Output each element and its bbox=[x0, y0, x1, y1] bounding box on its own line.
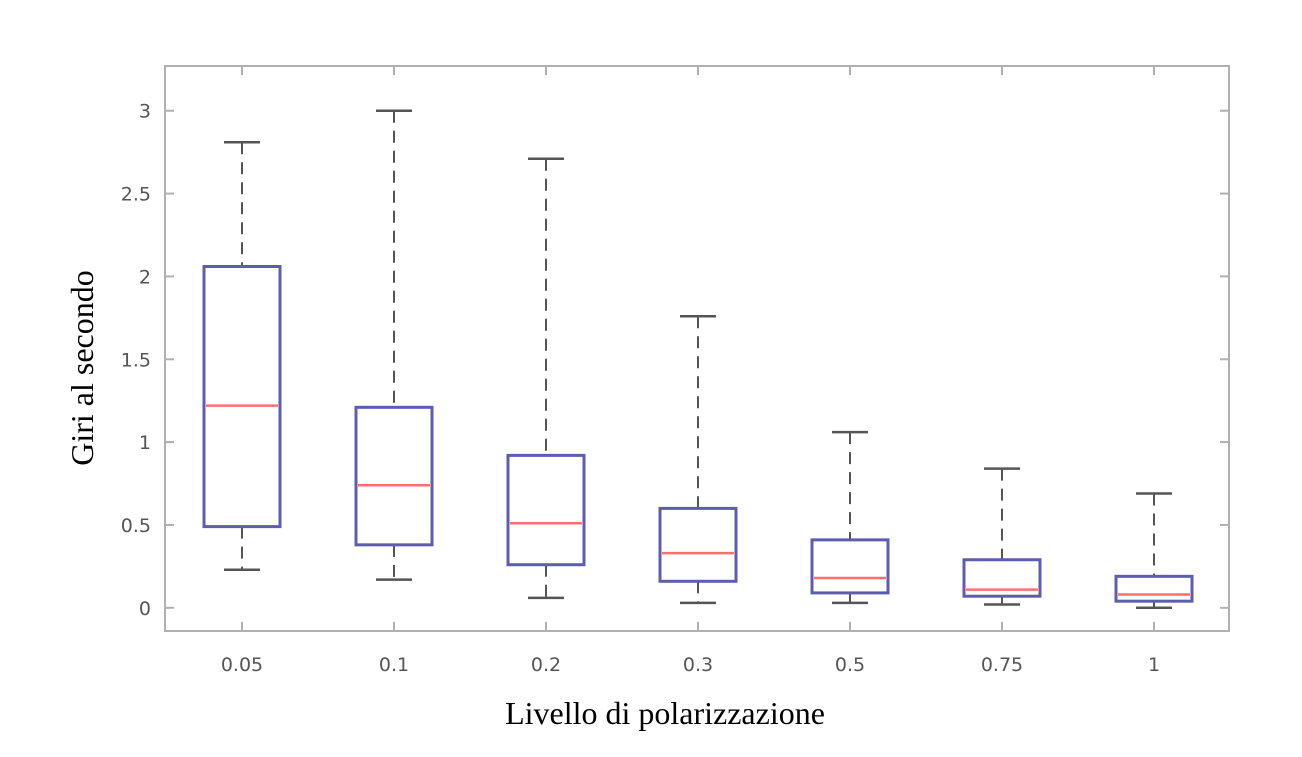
x-tick-label: 0.3 bbox=[683, 654, 713, 676]
x-tick-label: 0.5 bbox=[835, 654, 865, 676]
box-group bbox=[354, 109, 434, 581]
box-group bbox=[658, 314, 738, 605]
box-group bbox=[962, 467, 1042, 606]
box-group bbox=[202, 140, 282, 571]
iqr-box bbox=[354, 405, 434, 547]
y-tick-label: 1 bbox=[139, 432, 151, 454]
box-group bbox=[1114, 492, 1194, 610]
iqr-box bbox=[810, 538, 890, 595]
x-tick-label: 0.2 bbox=[531, 654, 561, 676]
y-tick-label: 2 bbox=[139, 266, 151, 288]
iqr-box bbox=[1114, 574, 1194, 603]
x-tick-label: 0.75 bbox=[981, 654, 1023, 676]
iqr-box bbox=[202, 264, 282, 529]
x-axis-ticks: 0.05 0.1 0.2 0.3 0.5 0.75 1 bbox=[221, 66, 1160, 676]
boxplot-marks bbox=[202, 109, 1194, 610]
y-tick-label: 2.5 bbox=[121, 184, 151, 206]
x-axis-title: Livello di polarizzazione bbox=[505, 695, 825, 731]
y-axis-ticks: 0 0.5 1 1.5 2 2.5 3 bbox=[121, 101, 1229, 620]
box-group bbox=[506, 157, 586, 600]
x-tick-label: 1 bbox=[1148, 654, 1160, 676]
x-tick-label: 0.1 bbox=[379, 654, 409, 676]
iqr-box bbox=[658, 506, 738, 583]
iqr-box bbox=[506, 453, 586, 567]
box-group bbox=[810, 430, 890, 605]
y-axis-title: Giri al secondo bbox=[64, 270, 100, 466]
y-tick-label: 3 bbox=[139, 101, 151, 123]
y-tick-label: 0 bbox=[139, 598, 151, 620]
y-tick-label: 0.5 bbox=[121, 515, 151, 537]
x-tick-label: 0.05 bbox=[221, 654, 263, 676]
y-tick-label: 1.5 bbox=[121, 349, 151, 371]
